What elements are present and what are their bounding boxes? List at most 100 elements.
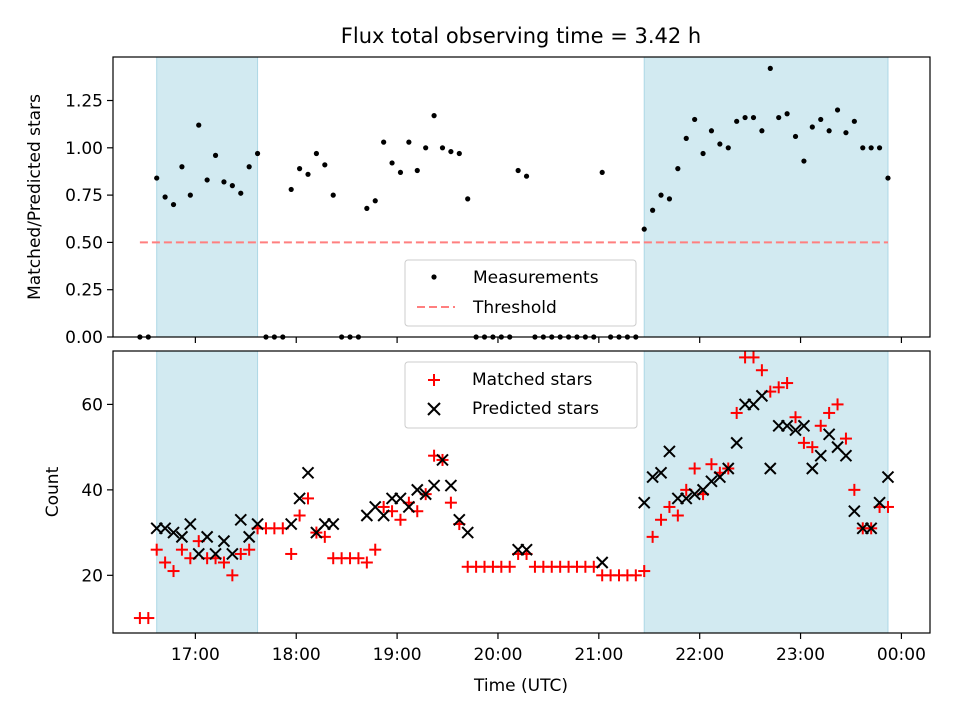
matched-star-point bbox=[705, 458, 718, 471]
measurement-point bbox=[717, 141, 723, 147]
measurement-point bbox=[162, 194, 168, 200]
measurement-point bbox=[448, 148, 454, 155]
measurement-point bbox=[364, 205, 370, 211]
predicted-star-point bbox=[881, 470, 895, 484]
measurement-point bbox=[683, 135, 689, 141]
measurement-point bbox=[221, 179, 227, 185]
matched-star-point bbox=[806, 441, 819, 454]
predicted-legend-label: Predicted stars bbox=[472, 399, 599, 419]
predicted-star-point bbox=[411, 483, 424, 497]
predicted-marker-b bbox=[327, 517, 340, 531]
matched-star-point bbox=[646, 530, 659, 543]
predicted-star-point bbox=[234, 513, 247, 526]
measurement-point bbox=[776, 114, 782, 121]
bottom-xtick-label: 18:00 bbox=[272, 645, 321, 665]
predicted-star-point bbox=[293, 492, 306, 505]
observing-window-1 bbox=[156, 350, 259, 634]
figure-title: Flux total observing time = 3.42 h bbox=[341, 24, 701, 48]
predicted-marker-b bbox=[200, 530, 214, 544]
matched-star-point bbox=[444, 496, 457, 509]
matched-star-point bbox=[142, 612, 155, 625]
predicted-marker-b bbox=[444, 479, 458, 492]
measurement-point bbox=[204, 177, 210, 183]
measurement-point bbox=[212, 152, 219, 158]
predicted-marker-b bbox=[822, 428, 836, 441]
measurement-point bbox=[818, 116, 824, 123]
predicted-marker-b bbox=[520, 543, 533, 556]
measurement-point bbox=[792, 133, 799, 140]
matched-star-point bbox=[671, 509, 684, 522]
predicted-marker-b bbox=[688, 487, 701, 501]
measurement-point bbox=[876, 145, 883, 151]
predicted-star-point bbox=[251, 517, 264, 531]
bottom-xtick-label: 17:00 bbox=[171, 645, 220, 665]
predicted-marker-b bbox=[301, 466, 315, 479]
predicted-marker-b bbox=[848, 505, 861, 518]
predicted-marker-b bbox=[654, 466, 668, 479]
predicted-star-point bbox=[705, 475, 718, 488]
predicted-star-point bbox=[797, 419, 811, 432]
top-ytick-label: 0.25 bbox=[65, 281, 103, 301]
measurement-point bbox=[885, 175, 891, 181]
predicted-star-point bbox=[646, 470, 659, 484]
predicted-marker-b bbox=[806, 462, 819, 475]
predicted-star-point bbox=[192, 547, 205, 561]
measurement-point bbox=[170, 201, 177, 208]
matched-star-point bbox=[823, 406, 836, 419]
matched-star-point bbox=[629, 569, 642, 582]
measurement-point bbox=[305, 171, 311, 177]
measurement-point bbox=[515, 167, 521, 174]
bottom-ytick-label: 40 bbox=[81, 481, 103, 501]
predicted-star-point bbox=[806, 462, 819, 475]
predicted-marker-b bbox=[184, 517, 197, 531]
predicted-star-point bbox=[822, 428, 836, 441]
matched-star-point bbox=[839, 432, 852, 445]
matched-legend-label: Matched stars bbox=[472, 370, 592, 390]
predicted-marker-b bbox=[453, 513, 466, 526]
predicted-star-point bbox=[158, 522, 172, 535]
measurement-point bbox=[666, 196, 673, 202]
predicted-marker-b bbox=[839, 449, 853, 462]
measurement-point bbox=[330, 192, 336, 198]
matched-star-point bbox=[302, 492, 315, 505]
measurement-point bbox=[439, 145, 446, 151]
bottom-ytick-label: 20 bbox=[81, 566, 103, 586]
predicted-marker-b bbox=[730, 436, 743, 450]
predicted-marker-b bbox=[873, 496, 886, 509]
matched-star-point bbox=[167, 565, 180, 578]
matched-star-point bbox=[360, 556, 373, 569]
measurement-point bbox=[389, 160, 395, 166]
predicted-star-point bbox=[402, 500, 416, 514]
matched-star-point bbox=[663, 500, 676, 513]
predicted-star-point bbox=[864, 522, 878, 535]
measurement-point bbox=[834, 107, 841, 113]
predicted-marker-b bbox=[158, 522, 172, 535]
predicted-star-point bbox=[780, 419, 794, 432]
bottom-legend: Matched stars Predicted stars bbox=[404, 361, 638, 429]
predicted-marker-b bbox=[192, 547, 205, 561]
measurement-point bbox=[759, 128, 765, 134]
measurement-point bbox=[641, 226, 647, 232]
predicted-star-point bbox=[301, 466, 315, 479]
predicted-marker-b bbox=[209, 547, 222, 561]
top-ytick-label: 1.00 bbox=[65, 139, 103, 159]
measurements-legend-marker bbox=[431, 274, 437, 280]
predicted-star-point bbox=[209, 547, 222, 561]
bottom-xtick-label: 20:00 bbox=[473, 645, 522, 665]
measurement-point bbox=[868, 145, 874, 151]
observing-window-1 bbox=[156, 56, 259, 338]
measurement-point bbox=[708, 128, 715, 134]
observing-window-2 bbox=[643, 56, 889, 338]
predicted-marker-b bbox=[377, 509, 390, 522]
measurement-point bbox=[397, 169, 404, 176]
measurement-point bbox=[734, 118, 740, 124]
measurement-point bbox=[196, 122, 202, 128]
predicted-marker-b bbox=[680, 492, 693, 505]
predicted-star-point bbox=[722, 462, 735, 475]
predicted-marker-b bbox=[881, 470, 895, 484]
matched-star-point bbox=[394, 513, 407, 526]
measurement-point bbox=[784, 111, 790, 117]
matched-star-point bbox=[503, 560, 516, 573]
predicted-star-point bbox=[167, 526, 180, 539]
